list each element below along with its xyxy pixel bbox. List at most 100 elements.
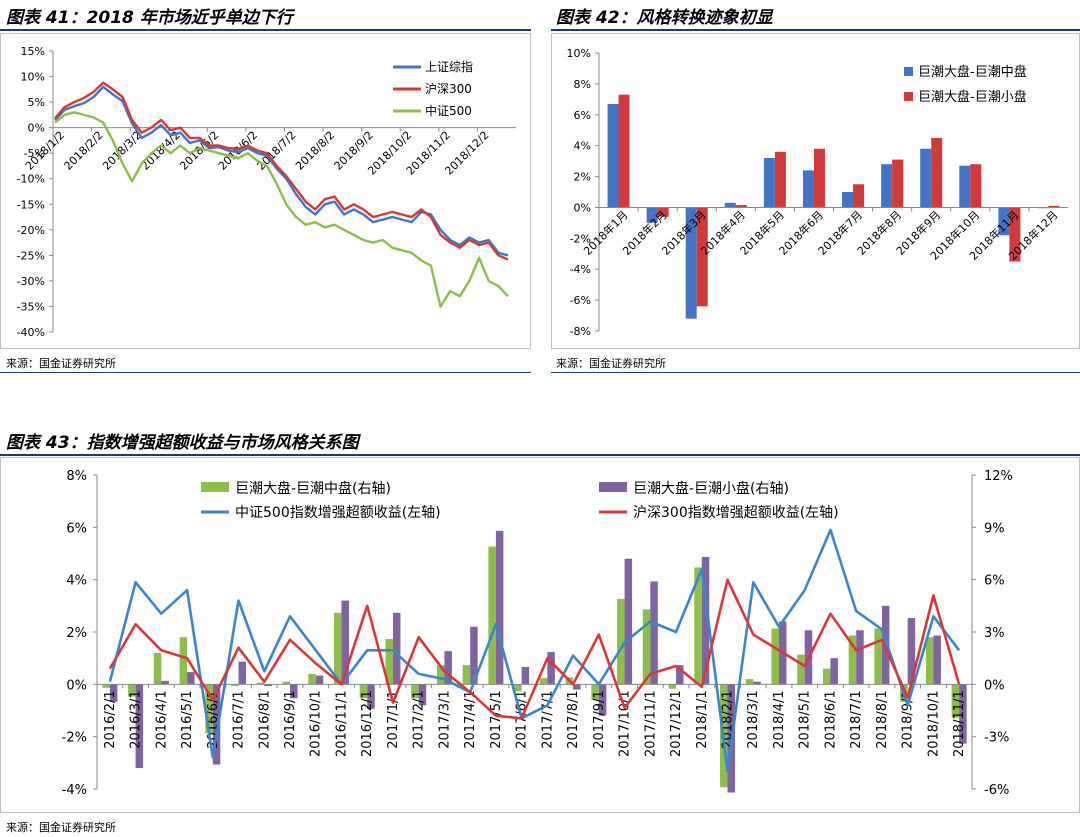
- figure-41-chart: 15% 10% 5% 0% -5% -10% -15% -20% -25% -30% -35% -40…: [1, 34, 530, 348]
- legend-label: 中证500: [425, 103, 472, 118]
- figure-42-panel: 10% 8% 6% 4% 2% 0% -2% -4% -6% -8% 2018年1月 2018年2月 2…: [551, 33, 1080, 349]
- bar: [814, 149, 825, 208]
- figure-43-panel: 8% 6% 4% 2% 0% -2% -4% 12% 9% 6% 3% 0% -3% -6% 2016/2/…: [0, 457, 1080, 813]
- figure-42-title: 图表 42：风格转换迹象初显: [556, 3, 773, 28]
- x-tick-label: 2016/4/1: [154, 690, 169, 748]
- bar: [540, 678, 548, 684]
- bar: [970, 164, 981, 207]
- y-tick-label: -35%: [17, 300, 45, 313]
- x-tick-label: 2018/8/1: [875, 690, 890, 748]
- bar: [316, 676, 324, 685]
- bar: [725, 203, 736, 208]
- legend-label: 巨潮大盘-巨潮小盘: [918, 89, 1027, 105]
- y-tick-label: 2%: [574, 171, 591, 184]
- left-y-tick-label: 0%: [66, 678, 87, 693]
- bar: [771, 629, 779, 685]
- bar: [608, 104, 619, 207]
- bar: [650, 581, 658, 684]
- bar: [463, 665, 471, 684]
- y-tick-label: -15%: [17, 198, 45, 211]
- figure-43-title-rule: [0, 454, 1080, 456]
- legend-label: 巨潮大盘-巨潮中盘: [918, 64, 1027, 80]
- x-tick-label: 2018/11/1: [952, 690, 967, 757]
- y-tick-label: -30%: [17, 275, 45, 288]
- y-tick-label: 10%: [567, 47, 591, 60]
- figure-43-chart: 8%6%4%2%0%-2%-4%12%9%6%3%0%-3%-6%2016/2/…: [1, 458, 1079, 812]
- x-tick-label: 2018/5/1: [798, 690, 813, 748]
- bar: [393, 613, 401, 685]
- legend-label: 中证500指数增强超额收益(左轴): [235, 505, 441, 521]
- x-tick-label: 2018/4/1: [772, 690, 787, 748]
- left-y-tick-label: -2%: [62, 731, 87, 746]
- y-tick-label: -4%: [570, 263, 591, 276]
- figure-41-panel: 15% 10% 5% 0% -5% -10% -15% -20% -25% -30% -35% -40…: [0, 33, 531, 349]
- bar: [619, 95, 630, 208]
- y-tick-label: 5%: [28, 96, 45, 109]
- right-y-tick-label: -6%: [984, 783, 1009, 798]
- x-tick-label: 2017/5/1: [489, 690, 504, 748]
- figure-41-source: 来源：国金证券研究所: [6, 355, 116, 371]
- bar: [933, 635, 941, 684]
- bar: [823, 669, 831, 685]
- bar: [488, 547, 496, 685]
- bar: [669, 684, 677, 688]
- x-tick-label: 2016/11/1: [334, 690, 349, 757]
- x-tick-label: 2016/2/1: [103, 690, 118, 748]
- y-tick-label: -8%: [570, 325, 591, 338]
- x-tick-label: 2017/8/1: [566, 690, 581, 748]
- figure-42-source-rule: [551, 372, 1080, 373]
- bar: [102, 684, 110, 687]
- bar: [797, 655, 805, 685]
- x-tick-label: 2018/7/1: [849, 690, 864, 748]
- x-tick-label: 2017/3/1: [437, 690, 452, 748]
- left-y-tick-label: -4%: [62, 783, 87, 798]
- bar: [161, 681, 169, 684]
- bar: [856, 630, 864, 684]
- x-tick-label: 2018/2/2: [62, 129, 106, 173]
- bar: [853, 184, 864, 207]
- bar: [746, 679, 754, 684]
- bar: [959, 166, 970, 208]
- bar: [920, 149, 931, 208]
- x-tick-label: 2018/3/2: [100, 129, 144, 173]
- legend-label: 沪深300指数增强超额收益(左轴): [633, 505, 839, 521]
- legend-swatch: [904, 92, 913, 101]
- left-y-tick-label: 2%: [66, 626, 87, 641]
- x-tick-label: 2017/2/1: [412, 690, 427, 748]
- bar: [803, 170, 814, 207]
- x-tick-label: 2016/3/1: [129, 690, 144, 748]
- y-tick-label: 10%: [21, 71, 45, 84]
- legend-label: 巨潮大盘-巨潮中盘(右轴): [235, 480, 391, 497]
- y-tick-label: 6%: [574, 109, 591, 122]
- bar: [775, 152, 786, 208]
- bar: [573, 684, 581, 689]
- bar: [926, 637, 934, 684]
- x-tick-label: 2016/9/1: [283, 690, 298, 748]
- bar: [617, 599, 625, 684]
- legend-swatch: [599, 482, 627, 492]
- bar: [334, 613, 342, 685]
- x-tick-label: 2017/11/1: [643, 690, 658, 757]
- y-tick-label: -40%: [17, 326, 45, 339]
- figure-43-source: 来源：国金证券研究所: [6, 819, 116, 835]
- y-tick-label: -25%: [17, 249, 45, 262]
- bar: [892, 160, 903, 208]
- bar: [154, 653, 162, 684]
- x-tick-label: 2018/8/2: [293, 129, 337, 173]
- y-tick-label: 8%: [574, 78, 591, 91]
- y-tick-label: -6%: [570, 294, 591, 307]
- bar: [239, 662, 247, 685]
- x-tick-label: 2018/3/1: [746, 690, 761, 748]
- bar: [180, 637, 188, 684]
- x-tick-label: 2016/12/1: [360, 690, 375, 757]
- legend-swatch: [201, 482, 229, 492]
- bar: [547, 652, 555, 684]
- x-tick-label: 2018/6/1: [823, 690, 838, 748]
- bar: [874, 629, 882, 685]
- right-y-tick-label: 12%: [984, 469, 1013, 484]
- figure-41-title-rule: [0, 29, 531, 31]
- figure-42-source: 来源：国金证券研究所: [556, 355, 666, 371]
- y-tick-label: 15%: [21, 45, 45, 58]
- right-y-tick-label: 9%: [984, 521, 1005, 536]
- bar: [764, 158, 775, 207]
